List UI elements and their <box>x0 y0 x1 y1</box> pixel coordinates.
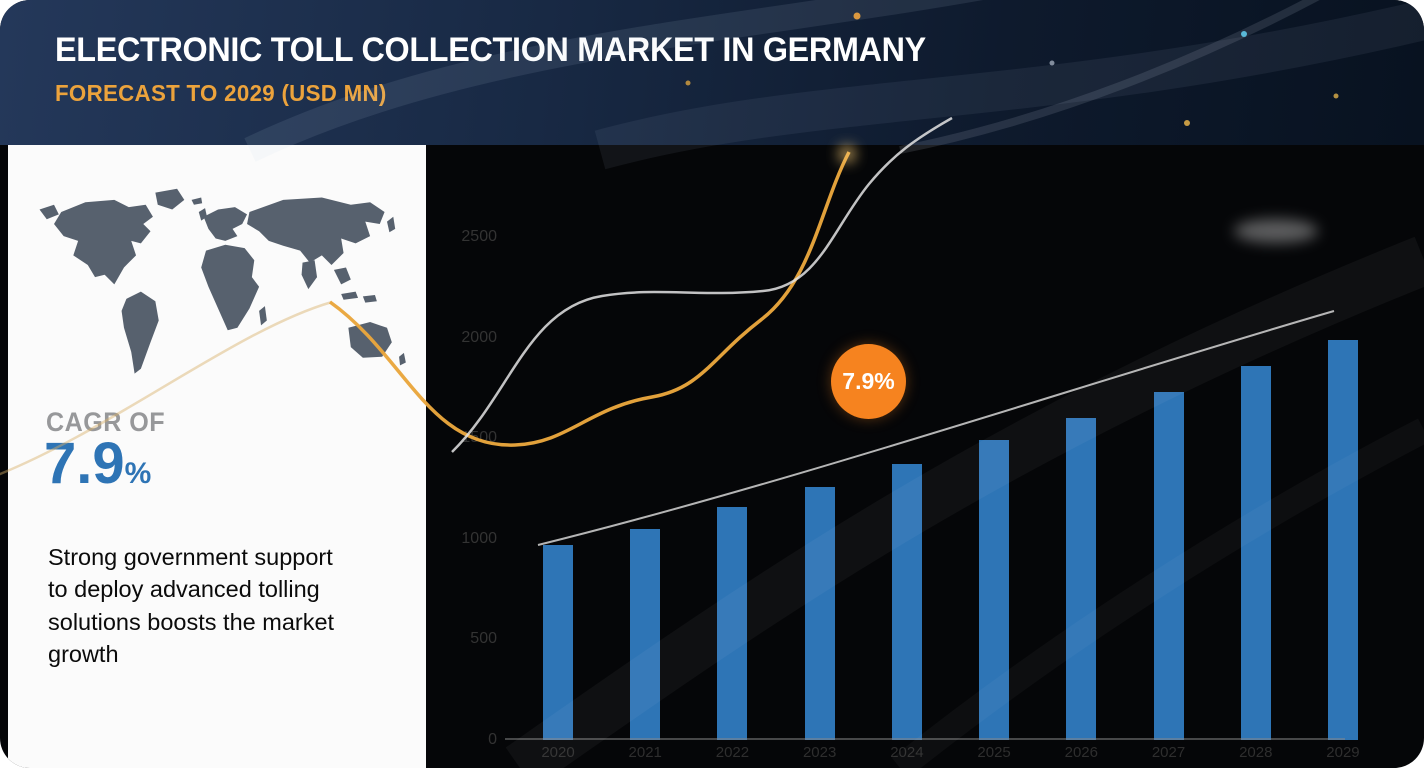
left-panel: CAGR OF 7.9% Strong government support t… <box>8 145 426 768</box>
x-axis-label: 2022 <box>715 744 750 761</box>
bar-column <box>717 506 748 740</box>
y-axis-label: 1500 <box>461 429 497 447</box>
cagr-number: 7.9 <box>44 431 125 496</box>
x-axis-label: 2025 <box>977 744 1011 761</box>
x-axis-tick: 2027 <box>1151 744 1186 762</box>
growth-description: Strong government support to deploy adva… <box>48 544 335 668</box>
x-axis-label: 2020 <box>541 744 575 761</box>
y-axis-label: 2500 <box>461 228 497 245</box>
x-axis-label: 2023 <box>802 744 837 761</box>
x-axis-tick: 2026 <box>1064 744 1098 762</box>
bar-column <box>630 528 661 740</box>
bar-column <box>543 544 573 740</box>
bar-2027 <box>1153 391 1184 740</box>
x-axis-tick: 2025 <box>977 744 1011 762</box>
page-title: ELECTRONIC TOLL COLLECTION MARKET IN GER… <box>55 31 926 69</box>
cagr-badge-label: 7.9% <box>842 368 895 394</box>
x-axis-label: 2027 <box>1151 744 1186 761</box>
x-axis-label: 2028 <box>1239 744 1273 761</box>
cagr-label: CAGR OF <box>46 407 166 437</box>
header-banner: ELECTRONIC TOLL COLLECTION MARKET IN GER… <box>0 0 1424 145</box>
x-axis-tick: 2022 <box>715 744 750 762</box>
bar-2021 <box>630 528 661 740</box>
bar-column <box>979 440 1010 740</box>
bar-column <box>804 486 835 740</box>
bar-column <box>891 464 922 740</box>
bar-2028 <box>1240 365 1271 740</box>
x-axis-tick: 2028 <box>1239 744 1273 762</box>
bar-series <box>543 237 1358 740</box>
cagr-percent-sign: % <box>124 457 152 490</box>
y-axis-label: 500 <box>470 630 497 648</box>
y-axis-label: 0 <box>488 731 497 748</box>
x-axis-line <box>505 738 1345 740</box>
x-axis-tick: 2020 <box>541 744 575 762</box>
x-axis-tick: 2023 <box>802 744 837 762</box>
x-axis-tick: 2024 <box>890 744 924 762</box>
x-axis-label: 2021 <box>628 744 662 761</box>
cagr-value: 7.9% <box>44 435 151 493</box>
bar-column <box>1327 339 1358 740</box>
x-axis-tick: 2029 <box>1326 744 1360 762</box>
bar-2029 <box>1327 339 1358 740</box>
bar-2022 <box>717 506 748 740</box>
bar-2024 <box>891 464 922 740</box>
bar-2020 <box>543 544 573 740</box>
cagr-badge: 7.9% <box>831 344 906 419</box>
page-subtitle: FORECAST TO 2029 (USD MN) <box>55 80 387 106</box>
bar-column <box>1066 418 1097 740</box>
bar-2023 <box>804 486 835 740</box>
x-axis-label: 2029 <box>1326 744 1360 761</box>
x-axis: 2020 2021 2022 2023 2024 2025 2026 2027 2028 2029 <box>541 744 1360 762</box>
x-axis-label: 2024 <box>890 744 924 761</box>
world-map <box>39 188 406 374</box>
bar-column <box>1240 365 1271 740</box>
bar-2025 <box>979 440 1010 740</box>
x-axis-tick: 2021 <box>628 744 662 762</box>
x-axis-label: 2026 <box>1064 744 1098 761</box>
bar-2026 <box>1066 418 1097 740</box>
y-axis-label: 2000 <box>461 328 497 346</box>
bar-column <box>1153 391 1184 740</box>
y-axis-label: 1000 <box>461 529 497 547</box>
